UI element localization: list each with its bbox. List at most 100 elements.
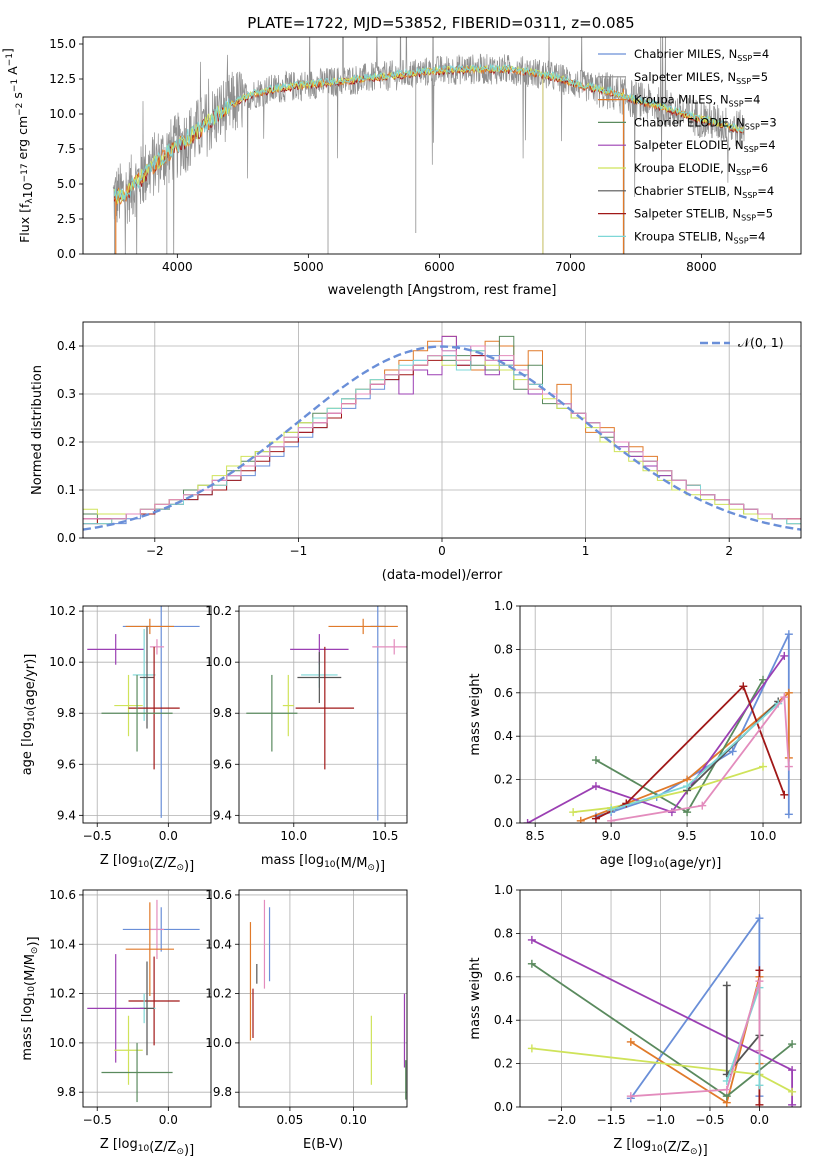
axes-frame xyxy=(82,889,212,1108)
y-axis-label-part: mass [log xyxy=(20,997,35,1060)
y-axis-label-part: −1 xyxy=(5,53,15,66)
x-axis-label-part: )] xyxy=(375,859,385,874)
weight-series-line xyxy=(527,655,786,823)
legend-entry-tail: =4 xyxy=(759,138,776,152)
x-tick-label: −1 xyxy=(290,544,308,558)
legend-entry-label: Kroupa MILES, N xyxy=(634,93,729,107)
legend-entry-sub: SSP xyxy=(744,145,759,154)
y-axis-label-part: −17 xyxy=(20,163,30,182)
x-axis-label-part: Z [log xyxy=(613,1137,651,1152)
y-tick-label: 9.6 xyxy=(213,757,232,771)
y-axis-label-part: λ xyxy=(25,198,35,204)
x-axis-label-part: ⊙ xyxy=(690,1147,698,1157)
x-tick-label: −1.0 xyxy=(646,1113,675,1127)
figure-title: PLATE=1722, MJD=53852, FIBERID=0311, z=0… xyxy=(247,14,634,32)
y-axis-label-part: ⊙ xyxy=(30,947,40,955)
legend-entry-sub: SSP xyxy=(729,100,744,109)
age-vs-metallicity-panel: −0.5 0.09.49.69.810.010.2Z [log10(Z/Z⊙)]a… xyxy=(20,604,212,874)
weight-series-line xyxy=(580,690,790,822)
y-axis-label: age [log10(age/yr)] xyxy=(20,654,38,776)
weight-series-line xyxy=(595,684,786,820)
legend-entry: Kroupa STELIB, NSSP=4 xyxy=(634,229,765,245)
x-axis-label-part: ⊙ xyxy=(176,1147,184,1157)
y-tick-label: 15.0 xyxy=(49,37,76,51)
x-axis-label: mass [log10(M/M⊙)] xyxy=(261,853,385,874)
x-axis-label-part: (Z/Z xyxy=(149,856,176,871)
x-axis-label-part: E(B-V) xyxy=(303,1137,343,1152)
y-axis-label: mass [log10(M/M⊙)] xyxy=(20,936,41,1060)
y-tick-label: 0.0 xyxy=(57,247,76,261)
legend-entry-sub: SSP xyxy=(736,168,751,177)
legend-entry-label: Chabrier STELIB, N xyxy=(634,184,742,198)
residuals-plot-area xyxy=(83,335,801,538)
x-axis-label-part: (Z/Z xyxy=(149,1140,176,1155)
x-axis-label: age [log10(age/yr)] xyxy=(600,853,722,871)
errorbar-plot-area xyxy=(246,606,407,821)
x-axis-label-part: (Z/Z xyxy=(663,1140,690,1155)
legend-entry: Chabrier ELODIE, NSSP=3 xyxy=(634,115,777,131)
x-axis-label-part: Z [log xyxy=(100,1137,138,1152)
y-axis-label-part: erg cm xyxy=(15,116,30,164)
y-tick-label: 9.8 xyxy=(213,1085,232,1099)
weight-plot-area xyxy=(527,914,797,1107)
legend-entry-tail: =4 xyxy=(757,184,774,198)
axes-frame xyxy=(82,605,212,824)
x-tick-label: 9.0 xyxy=(602,829,621,843)
x-tick-label: −0.5 xyxy=(83,1113,112,1127)
model-fit-line xyxy=(113,63,744,201)
y-tick-label: 10.4 xyxy=(49,937,76,951)
x-tick-label: 6000 xyxy=(424,260,455,274)
weight-vs-metallicity-panel: −2.0 −1.5 −1.0 −0.5 0.0 0.0 0.2 0.4 0.6 0.8 1.0 Z [… xyxy=(468,883,802,1158)
x-tick-label: 0.0 xyxy=(159,1113,178,1127)
axes-frame xyxy=(519,889,802,1108)
legend-entry-sub: SSP xyxy=(734,236,749,245)
axes-frame xyxy=(519,605,802,824)
legend-entry-sub: SSP xyxy=(736,77,751,86)
legend-entry-label: Kroupa ELODIE, N xyxy=(634,161,736,175)
y-tick-label: 10.6 xyxy=(49,888,76,902)
legend-entry-label: Salpeter ELODIE, N xyxy=(634,138,744,152)
x-axis-label-part: mass [log xyxy=(261,853,324,868)
axes-frame xyxy=(82,36,802,255)
y-axis-label-part: 10 xyxy=(27,986,37,998)
y-tick-label: 0.6 xyxy=(494,970,513,984)
y-tick-label: 9.8 xyxy=(213,706,232,720)
legend-entry: Chabrier STELIB, NSSP=4 xyxy=(634,184,774,200)
legend-entry-tail: =6 xyxy=(751,161,768,175)
y-axis-label-part: 10 xyxy=(20,182,35,198)
x-axis-label-part: Z [log xyxy=(100,853,138,868)
y-tick-label: 2.5 xyxy=(57,212,76,226)
y-tick-label: 0.0 xyxy=(57,531,76,545)
x-tick-label: 2 xyxy=(725,544,733,558)
x-tick-label: −0.5 xyxy=(83,829,112,843)
x-axis-label-part: 10 xyxy=(653,860,665,870)
y-tick-label: 10.2 xyxy=(205,604,232,618)
legend-entry-tail: =4 xyxy=(749,229,766,243)
y-tick-label: 9.4 xyxy=(57,808,76,822)
x-tick-label: 10.0 xyxy=(280,829,307,843)
y-tick-label: 10.6 xyxy=(205,888,232,902)
y-axis-label-part: s xyxy=(10,92,25,103)
legend-entry-tail: =5 xyxy=(751,70,768,84)
x-axis-label-part: (M/M xyxy=(336,856,368,871)
y-tick-label: 10.2 xyxy=(49,987,76,1001)
legend-entry-tail: =3 xyxy=(760,115,777,129)
x-tick-label: 10.5 xyxy=(372,829,399,843)
legend-entry: Kroupa MILES, NSSP=4 xyxy=(634,93,760,109)
x-axis-label-part: 10 xyxy=(651,1144,663,1154)
y-axis-label-part: )] xyxy=(26,936,41,946)
x-axis-label: wavelength [Angstrom, rest frame] xyxy=(328,283,557,298)
y-axis-label: Flux [fλ10−17 erg cm−2 s−1 A−1] xyxy=(0,48,35,243)
x-axis-label-part: )] xyxy=(184,859,194,874)
y-tick-label: 1.0 xyxy=(494,883,513,897)
y-axis-label-part: (M/M xyxy=(23,954,38,986)
histogram-step xyxy=(83,345,801,538)
y-tick-label: 10.4 xyxy=(205,937,232,951)
x-tick-label: 0.0 xyxy=(750,1113,769,1127)
legend-entry: Salpeter ELODIE, NSSP=4 xyxy=(634,138,776,154)
y-axis-label-part: −1 xyxy=(10,79,20,92)
y-axis-label-part: −2 xyxy=(15,103,25,116)
weight-series-line xyxy=(630,915,761,1099)
y-tick-label: 0.0 xyxy=(494,1100,513,1114)
